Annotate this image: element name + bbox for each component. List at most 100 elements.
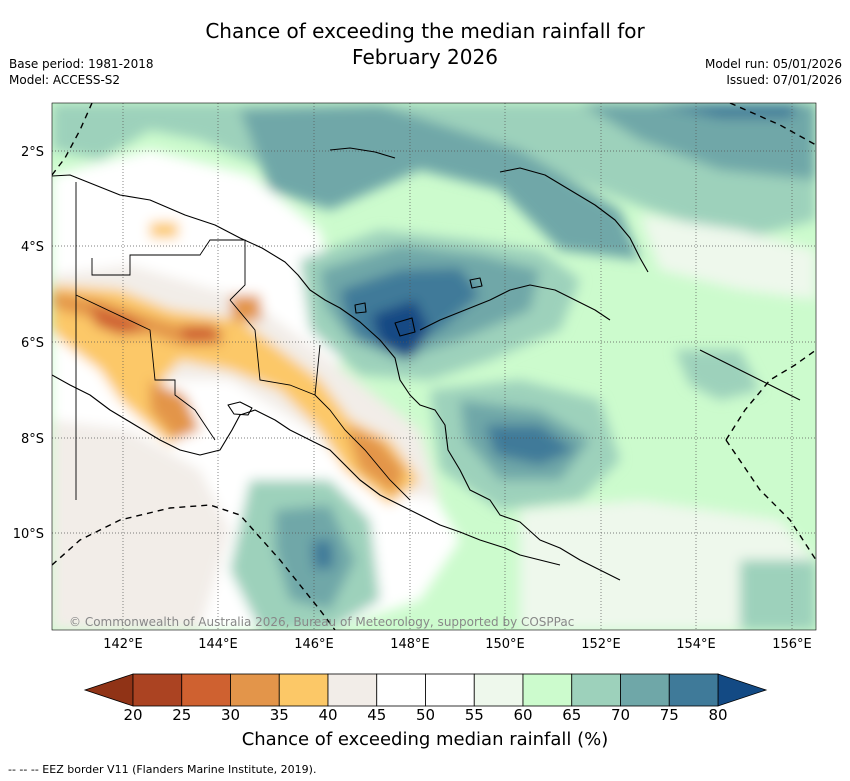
province-border-3: [229, 299, 321, 396]
lon-label: 142°E: [103, 637, 143, 652]
map-title: Chance of exceeding the median rainfall …: [0, 18, 850, 70]
region-wet-55-east: [640, 215, 816, 300]
region-dry-30-small: [230, 295, 262, 322]
region-dry-30-east: [345, 425, 405, 495]
eez-southeast: [725, 439, 816, 561]
region-wet-65-east: [675, 350, 760, 400]
region-wet-70-northeast: [580, 103, 816, 180]
longitude-labels: 142°E 144°E 146°E 148°E 150°E 152°E 154°…: [103, 637, 812, 652]
region-wet-75-north: [650, 103, 800, 118]
eez-borders: [52, 103, 816, 630]
region-dry-25: [90, 305, 150, 335]
colorbar-segment: [571, 673, 621, 707]
probability-regions: [52, 103, 816, 630]
colorbar-under-arrow: [83, 673, 134, 707]
small-island-1: [394, 317, 416, 337]
eez-northeast: [729, 103, 816, 146]
province-border-1: [91, 239, 246, 301]
region-wet-75-southwest: [312, 540, 334, 570]
colorbar-tick-label: 25: [172, 706, 191, 724]
colorbar-segment: [425, 673, 475, 707]
colorbar: 20 25 30 35 40 45 50 55 60 65 70 75 80: [83, 673, 768, 724]
region-wet-75-south: [485, 425, 575, 465]
colorbar-segment: [522, 673, 573, 707]
colorbar-tick-label: 60: [513, 706, 532, 724]
lon-label: 146°E: [294, 637, 334, 652]
small-island-2: [354, 302, 367, 314]
metadata-right: Model run: 05/01/2026 Issued: 07/01/2026: [705, 56, 842, 88]
region-neutral-southwest: [52, 420, 230, 630]
graticule: [52, 103, 816, 630]
issued-date: Issued: 07/01/2026: [726, 73, 842, 87]
colorbar-tick-label: 80: [708, 706, 727, 724]
lat-label: 4°S: [21, 240, 44, 255]
new-guinea-south-coast: [52, 374, 561, 566]
model-name: Model: ACCESS-S2: [9, 73, 121, 87]
colorbar-segment: [132, 673, 183, 707]
eez-east: [725, 349, 816, 441]
new-ireland: [499, 167, 649, 273]
colorbar-tick-label: 50: [416, 706, 435, 724]
colorbar-tick-label: 40: [318, 706, 337, 724]
model-run: Model run: 05/01/2026: [704, 57, 842, 71]
colorbar-tick-label: 55: [465, 706, 484, 724]
lat-label: 6°S: [21, 336, 44, 351]
metadata-left: Base period: 1981-2018 Model: ACCESS-S2: [9, 56, 154, 88]
colorbar-tick-labels: 20 25 30 35 40 45 50 55 60 65 70 75 80: [123, 706, 727, 724]
colorbar-segment: [668, 673, 719, 707]
new-guinea-north-coast: [52, 174, 621, 581]
lon-label: 148°E: [390, 637, 430, 652]
region-wet-65-north: [52, 103, 816, 240]
region-dry-north: [150, 222, 178, 238]
eez-northwest: [52, 103, 93, 176]
region-dry-35: [52, 285, 420, 505]
colorbar-segment: [181, 673, 231, 707]
colorbar-tick-label: 70: [611, 706, 630, 724]
colorbar-segment: [473, 673, 524, 707]
region-dry-25-east: [180, 325, 218, 342]
colorbar-segments: [132, 673, 719, 707]
title-line-2: February 2026: [352, 45, 498, 69]
province-border-2: [75, 294, 216, 441]
colorbar-segment: [327, 673, 378, 707]
colorbar-segment: [230, 673, 280, 707]
lat-label: 10°S: [13, 527, 44, 542]
region-wet-65-southeast-corner: [740, 560, 816, 630]
region-wet-80-core: [372, 300, 430, 360]
lon-label: 152°E: [581, 637, 621, 652]
lon-label: 144°E: [198, 637, 238, 652]
copyright-notice: © Commonwealth of Australia 2026, Bureau…: [69, 615, 574, 629]
lon-label: 156°E: [772, 637, 812, 652]
eez-southwest: [52, 504, 336, 630]
new-britain: [419, 284, 611, 331]
lon-label: 150°E: [485, 637, 525, 652]
bougainville: [699, 349, 801, 401]
colorbar-tick-label: 75: [660, 706, 679, 724]
colorbar-label: Chance of exceeding median rainfall (%): [241, 729, 609, 750]
manus-island: [329, 147, 396, 159]
rainfall-field: © Commonwealth of Australia 2026, Bureau…: [52, 103, 816, 630]
base-period: Base period: 1981-2018: [9, 57, 154, 71]
province-border-4: [314, 394, 411, 501]
title-line-1: Chance of exceeding the median rainfall …: [205, 19, 645, 43]
colorbar-over-arrow: [717, 673, 768, 707]
colorbar-tick-label: 35: [270, 706, 289, 724]
map-frame: [51, 102, 817, 631]
colorbar-tick-label: 30: [221, 706, 240, 724]
region-dry-30-south: [150, 380, 200, 440]
province-borders: [75, 182, 411, 501]
island-cluster: [227, 401, 253, 416]
latitude-labels: 2°S 4°S 6°S 8°S 10°S: [13, 145, 44, 542]
colorbar-tick-label: 45: [367, 706, 386, 724]
region-wet-70-north: [240, 105, 640, 260]
region-dry-30: [52, 292, 225, 345]
colorbar-segment: [278, 673, 329, 707]
lon-label: 154°E: [676, 637, 716, 652]
colorbar-segment: [376, 673, 426, 707]
coastlines: [52, 147, 801, 581]
lat-label: 8°S: [21, 432, 44, 447]
colorbar-tick-label: 20: [123, 706, 142, 724]
eez-footnote: -- -- -- EEZ border V11 (Flanders Marine…: [8, 763, 317, 776]
small-island-3: [469, 277, 483, 289]
